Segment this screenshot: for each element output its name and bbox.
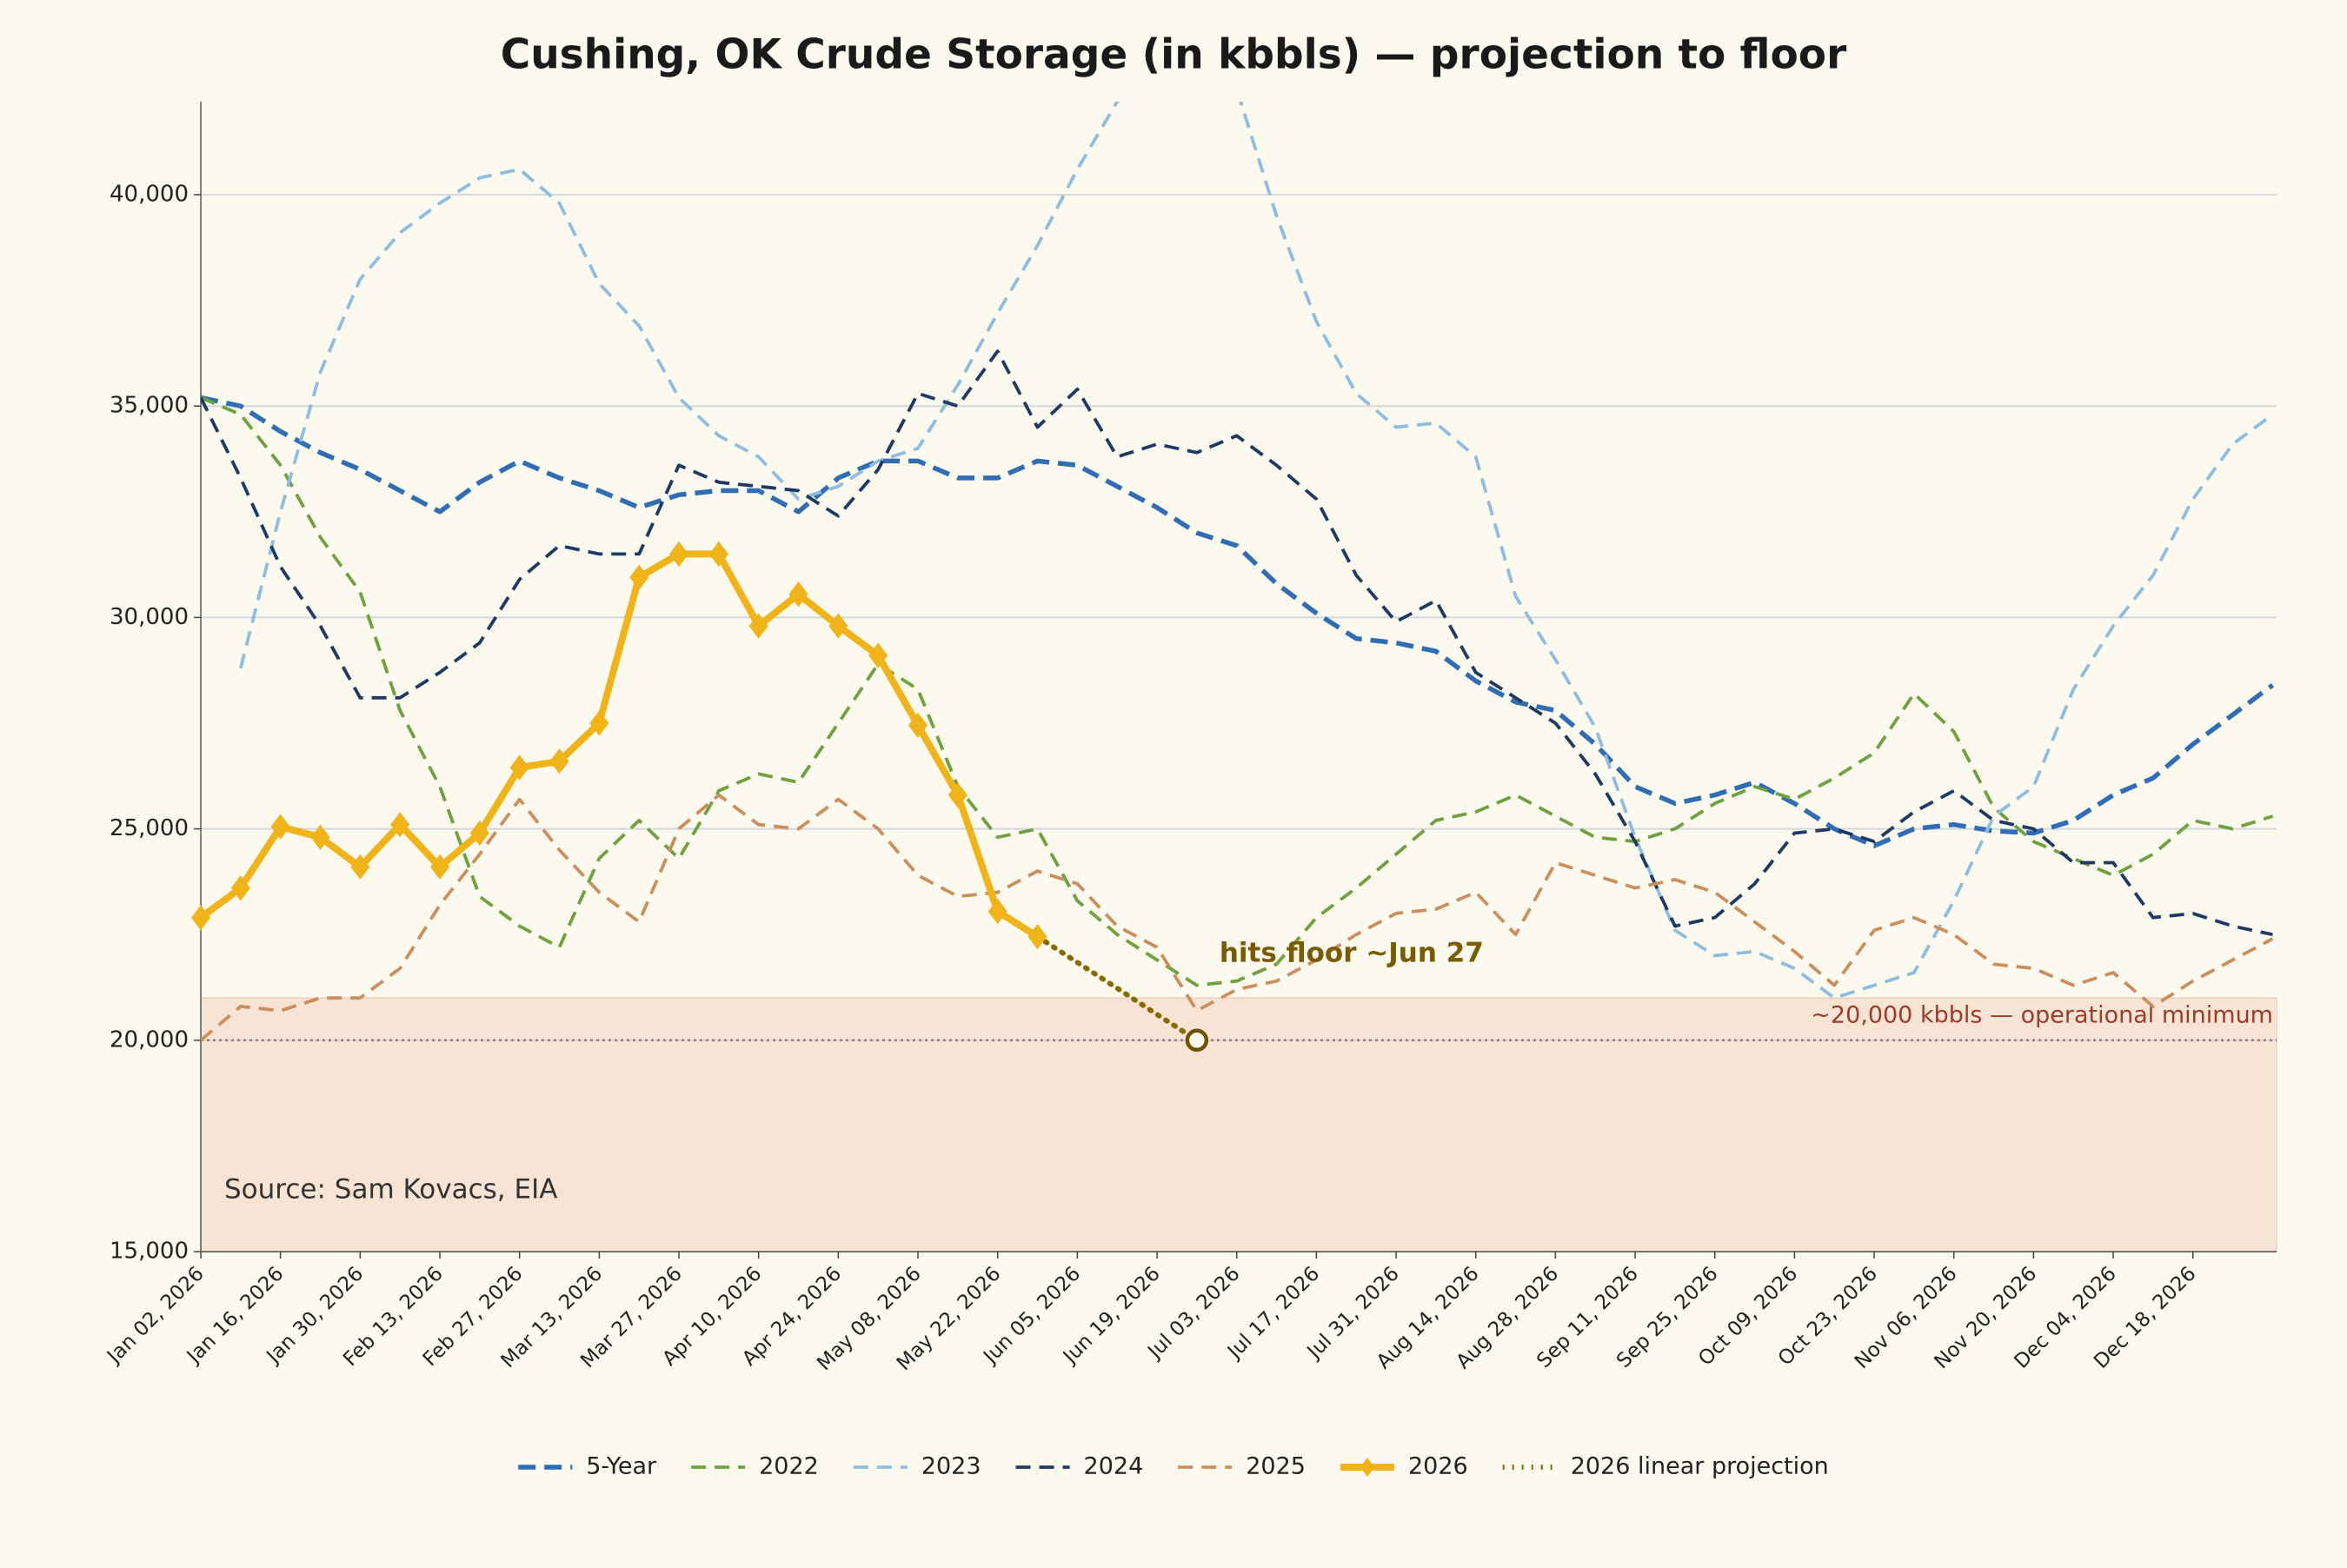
annotation: hits floor ~Jun 27 — [1220, 937, 1484, 968]
legend-item: 2026 — [1340, 1453, 1468, 1480]
legend-text: 2025 — [1246, 1453, 1306, 1480]
data-point — [350, 854, 370, 880]
data-point — [310, 824, 330, 850]
legend-item: 2025 — [1178, 1453, 1306, 1480]
legend-text: 2024 — [1084, 1453, 1144, 1480]
data-point — [788, 581, 808, 608]
series-line — [201, 395, 2275, 848]
legend-text: 5-Year — [586, 1453, 657, 1480]
y-tick-label: 25,000 — [110, 815, 189, 841]
data-point — [430, 854, 450, 880]
data-point — [748, 613, 768, 639]
legend-text: 2026 linear projection — [1571, 1453, 1829, 1480]
legend-text: 2026 — [1408, 1453, 1468, 1480]
plot-area — [201, 102, 2275, 1043]
legend-text: 2022 — [759, 1453, 819, 1480]
series-line — [1034, 933, 1200, 1043]
data-point — [230, 875, 250, 901]
floor-band — [200, 997, 2277, 1252]
legend-item: 2026 linear projection — [1502, 1453, 1829, 1480]
legend-item: 5-Year — [518, 1453, 657, 1480]
y-tick-label: 35,000 — [110, 393, 189, 419]
data-point — [509, 754, 529, 781]
legend-item: 2024 — [1015, 1453, 1144, 1480]
data-point — [1027, 923, 1047, 950]
y-tick-label: 30,000 — [110, 604, 189, 630]
y-tick-label: 40,000 — [110, 182, 189, 208]
data-point — [908, 712, 928, 739]
legend-item: 2023 — [853, 1453, 981, 1480]
data-point — [589, 710, 609, 736]
series-line — [201, 550, 1040, 940]
data-point — [549, 748, 569, 774]
y-tick-label: 20,000 — [110, 1027, 189, 1053]
data-point — [868, 642, 888, 668]
data-point — [987, 898, 1007, 925]
legend-text: 2023 — [921, 1453, 981, 1480]
legend-item: 2022 — [691, 1453, 819, 1480]
data-point — [629, 564, 649, 590]
series-line — [201, 793, 2274, 1042]
source-note: Source: Sam Kovacs, EIA — [224, 1174, 557, 1206]
series-line — [238, 102, 2274, 1000]
floor-label: ~20,000 kbbls — operational minimum — [1811, 1001, 2273, 1028]
data-point — [708, 541, 728, 568]
data-point — [669, 541, 689, 568]
y-tick-label: 15,000 — [110, 1239, 189, 1265]
data-point — [191, 905, 210, 931]
floor-hit-point — [1185, 1028, 1209, 1053]
series-line — [201, 349, 2273, 937]
data-point — [469, 820, 489, 847]
legend-marker — [1360, 1458, 1375, 1477]
data-point — [270, 814, 290, 840]
series-line — [201, 395, 2273, 987]
data-point — [947, 782, 967, 808]
data-point — [828, 613, 848, 639]
data-point — [390, 812, 410, 838]
chart-title: Cushing, OK Crude Storage (in kbbls) — p… — [501, 31, 1847, 79]
